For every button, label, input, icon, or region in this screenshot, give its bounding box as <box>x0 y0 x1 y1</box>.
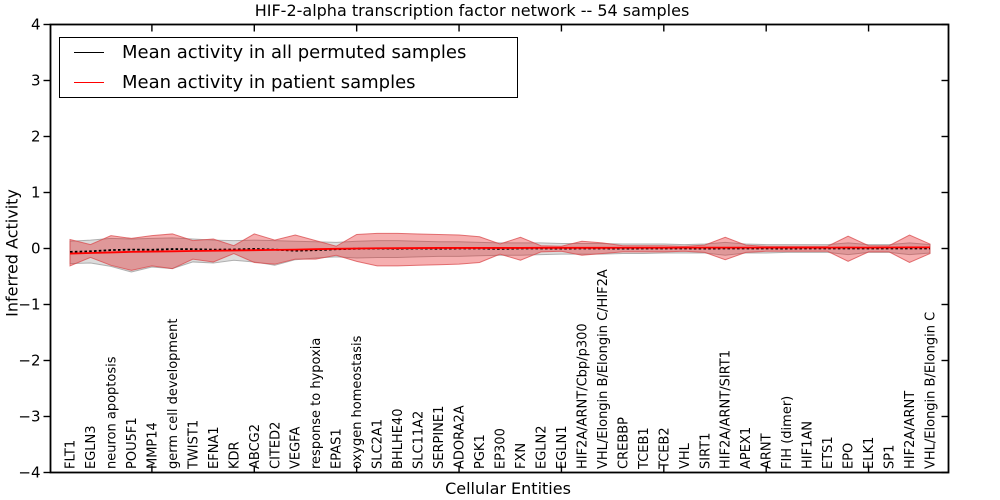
x-category-label: FXN <box>514 443 529 469</box>
x-category-label: VEGFA <box>289 427 304 469</box>
patient-confidence-band <box>69 232 931 271</box>
x-axis-label: Cellular Entities <box>445 479 571 498</box>
x-category-label: ADORA2A <box>453 405 468 469</box>
x-category-label: POU5F1 <box>125 417 140 469</box>
y-tick-label: 2 <box>31 128 41 146</box>
x-category-label: EGLN3 <box>84 425 99 469</box>
legend-entry-patient: Mean activity in patient samples <box>70 72 507 93</box>
x-category-label: FLT1 <box>64 440 79 469</box>
x-category-label: ELK1 <box>862 437 877 469</box>
chart-title: HIF-2-alpha transcription factor network… <box>254 1 690 20</box>
x-category-label: BHLHE40 <box>391 409 406 469</box>
x-category-label: EFNA1 <box>207 426 222 469</box>
x-category-label: MMP14 <box>145 422 160 469</box>
x-category-label: EPAS1 <box>330 428 345 469</box>
x-category-label: APEX1 <box>739 427 754 469</box>
x-category-label: HIF2A/ARNT/SIRT1 <box>719 350 734 469</box>
x-category-label: TWIST1 <box>186 420 201 470</box>
patient-line-sample <box>74 82 104 83</box>
y-axis-label: Inferred Activity <box>2 189 22 317</box>
legend-box: Mean activity in all permuted samples Me… <box>59 37 518 98</box>
permuted-mean-line <box>69 247 930 253</box>
y-tick-label: −1 <box>18 296 40 314</box>
x-category-label: SP1 <box>883 445 898 469</box>
y-tick-label: −2 <box>18 352 40 370</box>
x-category-label: KDR <box>227 441 242 469</box>
legend-entry-permuted: Mean activity in all permuted samples <box>70 42 507 63</box>
x-category-label: TCEB2 <box>657 427 672 470</box>
y-tick-label: −3 <box>18 408 40 426</box>
x-category-label: EP300 <box>494 428 509 469</box>
x-category-label: EGLN1 <box>555 425 570 469</box>
x-category-label: HIF1AN <box>801 421 816 469</box>
x-category-label: neuron apoptosis <box>104 356 119 469</box>
x-category-label: EPO <box>842 443 857 469</box>
x-category-label: CITED2 <box>268 422 283 469</box>
x-category-label: ETS1 <box>821 436 836 469</box>
x-category-label: SLC11A2 <box>412 411 427 469</box>
x-category-label: FIH (dimer) <box>780 396 795 469</box>
x-category-label: ABCG2 <box>248 424 263 469</box>
x-category-label: EGLN2 <box>534 425 549 469</box>
x-category-label: HIF2A/ARNT <box>903 391 918 469</box>
legend-label-permuted: Mean activity in all permuted samples <box>122 42 467 63</box>
x-category-label: response to hypoxia <box>309 338 324 469</box>
x-category-label: TCEB1 <box>637 427 652 470</box>
x-category-label: SLC2A1 <box>371 419 386 469</box>
x-category-label: ARNT <box>760 433 775 469</box>
y-tick-label: 1 <box>31 184 41 202</box>
y-tick-label: 0 <box>31 240 41 258</box>
legend-label-patient: Mean activity in patient samples <box>122 72 416 93</box>
x-category-label: PGK1 <box>473 434 488 469</box>
y-tick-label: −4 <box>18 464 40 482</box>
patient-mean-line <box>69 246 930 255</box>
x-category-label: VHL/Elongin B/Elongin C <box>924 312 939 469</box>
x-category-label: CREBBP <box>616 417 631 469</box>
x-category-label: HIF2A/ARNT/Cbp/p300 <box>575 323 590 469</box>
permuted-line-sample <box>74 52 104 53</box>
x-category-label: SIRT1 <box>698 433 713 469</box>
x-category-label: SERPINE1 <box>432 406 447 469</box>
y-tick-label: 4 <box>31 16 41 34</box>
y-tick-label: 3 <box>31 72 41 90</box>
x-category-label: germ cell development <box>166 319 181 469</box>
x-category-label: oxygen homeostasis <box>350 335 365 469</box>
x-category-label: VHL <box>678 442 693 469</box>
x-category-label: VHL/Elongin B/Elongin C/HIF2A <box>596 269 611 469</box>
